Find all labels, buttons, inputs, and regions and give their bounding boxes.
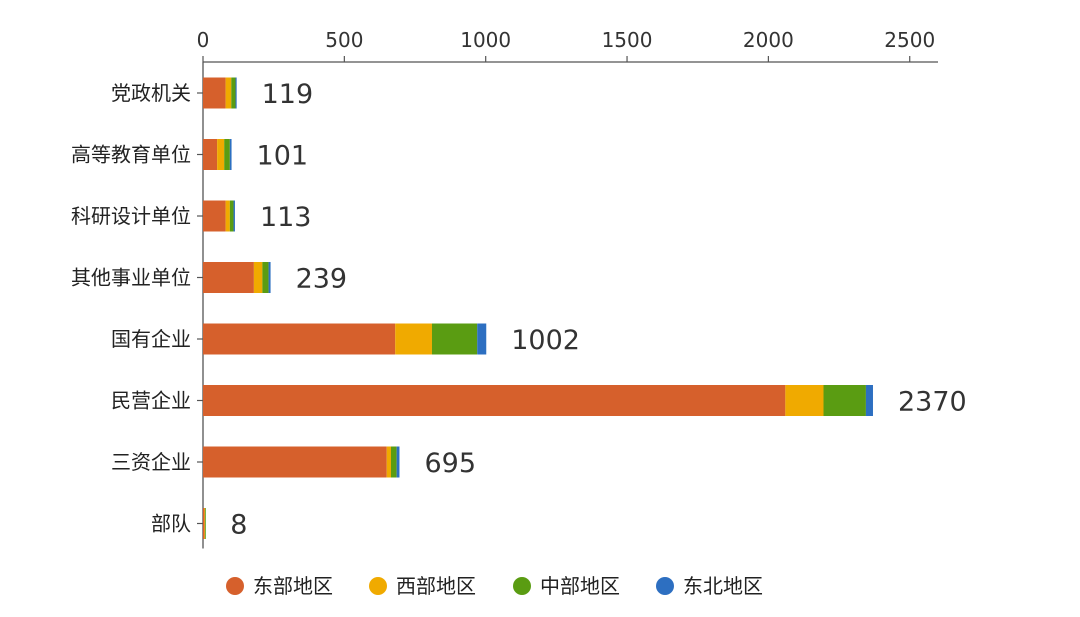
total-label: 2370 bbox=[898, 387, 967, 418]
bar-segment-1 bbox=[203, 200, 226, 232]
bar-segment-1 bbox=[203, 385, 786, 416]
bar-segment-2 bbox=[386, 446, 391, 478]
legend-label: 西部地区 bbox=[396, 574, 476, 598]
bar-segment-1 bbox=[203, 139, 218, 170]
bar-segment-1 bbox=[203, 508, 205, 539]
bar-segment-1 bbox=[203, 323, 396, 355]
bar-segment-1 bbox=[203, 446, 387, 478]
legend-marker bbox=[369, 577, 387, 595]
bar-segment-3 bbox=[224, 139, 230, 170]
category-label: 三资企业 bbox=[111, 450, 191, 474]
total-label: 239 bbox=[296, 264, 348, 295]
category-label: 国有企业 bbox=[111, 327, 191, 351]
total-label: 1002 bbox=[511, 325, 580, 356]
legend-label: 东北地区 bbox=[683, 574, 763, 598]
bar-segment-4 bbox=[233, 200, 235, 232]
bar-segment-3 bbox=[262, 262, 269, 293]
category-label: 民营企业 bbox=[111, 389, 191, 413]
bar-segment-4 bbox=[268, 262, 271, 293]
category-label: 其他事业单位 bbox=[71, 266, 191, 290]
legend-label: 中部地区 bbox=[540, 574, 620, 598]
bar-segment-2 bbox=[217, 139, 225, 170]
bar-segment-4 bbox=[235, 77, 237, 109]
total-label: 101 bbox=[257, 141, 309, 172]
bar-segment-4 bbox=[865, 385, 873, 416]
category-label: 党政机关 bbox=[111, 81, 191, 105]
bar-segment-3 bbox=[231, 77, 236, 109]
legend-label: 东部地区 bbox=[253, 574, 333, 598]
bar-segment-1 bbox=[203, 77, 226, 109]
total-label: 8 bbox=[230, 510, 247, 541]
bar-segment-3 bbox=[431, 323, 478, 355]
legend: 东部地区 西部地区 中部地区 东北地区 bbox=[226, 574, 763, 598]
bar-segment-2 bbox=[253, 262, 263, 293]
total-label: 119 bbox=[262, 79, 314, 110]
bar-segment-2 bbox=[395, 323, 432, 355]
x-tick-label: 0 bbox=[197, 28, 210, 52]
category-label: 科研设计单位 bbox=[71, 204, 191, 228]
legend-marker bbox=[226, 577, 244, 595]
bar-segment-4 bbox=[229, 139, 232, 170]
bar-segment-4 bbox=[477, 323, 487, 355]
x-tick-label: 500 bbox=[325, 28, 363, 52]
x-tick-label: 2500 bbox=[884, 28, 935, 52]
x-tick-label: 2000 bbox=[743, 28, 794, 52]
bar-segment-2 bbox=[225, 77, 232, 109]
bar-segment-3 bbox=[204, 508, 206, 539]
bar-segment-3 bbox=[229, 200, 234, 232]
category-label: 部队 bbox=[151, 512, 191, 536]
labels: 党政机关 119 高等教育单位 101 科研设计单位 113 其他事业单位 239 国有企业 10… bbox=[71, 79, 967, 541]
bar-segment-3 bbox=[823, 385, 866, 416]
bar-segment-2 bbox=[225, 200, 230, 232]
bar-segment-2 bbox=[204, 508, 206, 539]
legend-marker bbox=[656, 577, 674, 595]
bar-segment-4 bbox=[396, 446, 400, 478]
bars bbox=[203, 77, 873, 539]
x-tick-label: 1000 bbox=[460, 28, 511, 52]
total-label: 113 bbox=[260, 202, 312, 233]
x-tick-label: 1500 bbox=[602, 28, 653, 52]
bar-segment-2 bbox=[785, 385, 824, 416]
axes: 0 500 1000 1500 2000 2500 bbox=[197, 28, 938, 549]
category-label: 高等教育单位 bbox=[71, 143, 191, 167]
total-label: 695 bbox=[424, 448, 476, 479]
legend-marker bbox=[513, 577, 531, 595]
bar-segment-3 bbox=[390, 446, 397, 478]
bar-segment-1 bbox=[203, 262, 254, 293]
